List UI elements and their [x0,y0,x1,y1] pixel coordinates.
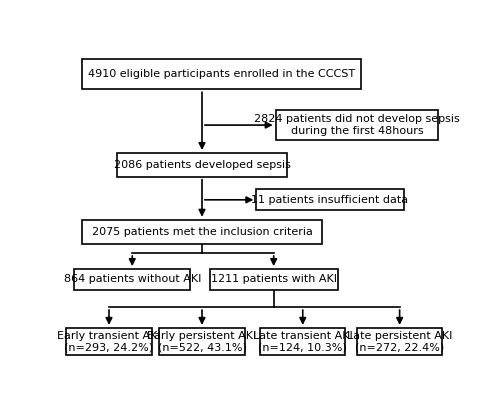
Text: Late transient AKI
(n=124, 10.3%): Late transient AKI (n=124, 10.3%) [253,330,352,352]
FancyBboxPatch shape [74,269,190,290]
FancyBboxPatch shape [160,328,244,355]
Text: 11 patients insufficient data: 11 patients insufficient data [252,195,408,205]
FancyBboxPatch shape [82,59,361,89]
FancyBboxPatch shape [82,220,322,244]
Text: Late persistent AKI
(n=272, 22.4%): Late persistent AKI (n=272, 22.4%) [347,330,453,352]
Text: 2075 patients met the inclusion criteria: 2075 patients met the inclusion criteria [92,227,312,237]
FancyBboxPatch shape [256,190,404,210]
Text: 864 patients without AKI: 864 patients without AKI [64,274,201,284]
FancyBboxPatch shape [276,110,438,140]
Text: Early transient AKI
(n=293, 24.2%): Early transient AKI (n=293, 24.2%) [57,330,161,352]
FancyBboxPatch shape [210,269,338,290]
Text: 4910 eligible participants enrolled in the CCCST: 4910 eligible participants enrolled in t… [88,69,355,79]
Text: 1211 patients with AKI: 1211 patients with AKI [210,274,336,284]
FancyBboxPatch shape [117,153,287,177]
FancyBboxPatch shape [66,328,152,355]
Text: 2824 patients did not develop sepsis
during the first 48hours: 2824 patients did not develop sepsis dur… [254,114,460,136]
Text: 2086 patients developed sepsis: 2086 patients developed sepsis [114,160,290,170]
FancyBboxPatch shape [260,328,346,355]
Text: Early persistent AKI
(n=522, 43.1%): Early persistent AKI (n=522, 43.1%) [148,330,256,352]
FancyBboxPatch shape [357,328,442,355]
